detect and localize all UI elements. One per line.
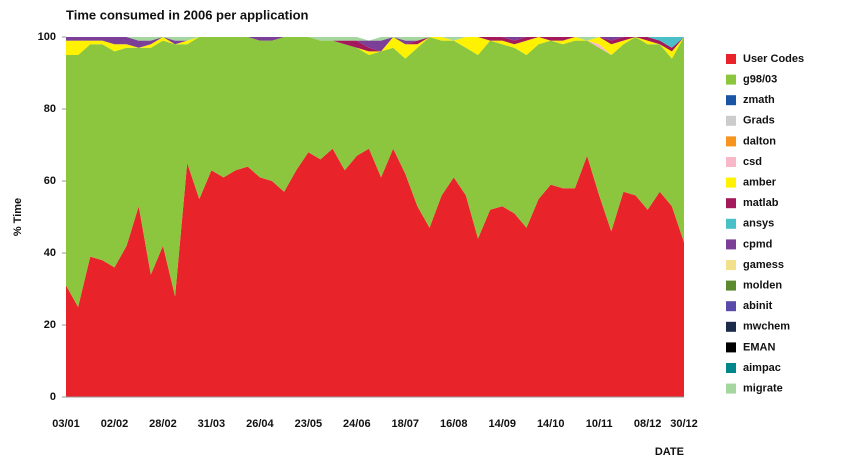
legend-swatch bbox=[726, 363, 736, 373]
legend-label: g98/03 bbox=[743, 74, 777, 86]
area bbox=[66, 37, 684, 41]
x-tick-label: 02/02 bbox=[101, 418, 129, 430]
x-tick-label: 03/01 bbox=[52, 418, 80, 430]
legend-swatch bbox=[726, 301, 736, 312]
legend-label: Grads bbox=[743, 115, 775, 127]
legend-label: abinit bbox=[743, 300, 773, 312]
y-tick-label: 40 bbox=[44, 247, 56, 259]
x-tick-label: 16/08 bbox=[440, 418, 468, 430]
legend-label: cpmd bbox=[743, 238, 772, 250]
legend-label: csd bbox=[743, 156, 762, 168]
x-tick-label: 23/05 bbox=[295, 418, 323, 430]
x-axis-label: DATE bbox=[655, 446, 684, 458]
legend-label: EMAN bbox=[743, 341, 775, 353]
legend-swatch bbox=[726, 342, 736, 353]
chart-title: Time consumed in 2006 per application bbox=[66, 7, 309, 22]
area bbox=[66, 37, 684, 59]
x-tick-label: 18/07 bbox=[392, 418, 420, 430]
x-tick-label: 24/06 bbox=[343, 418, 371, 430]
legend-label: gamess bbox=[743, 259, 784, 271]
legend-swatch bbox=[726, 239, 736, 250]
legend-swatch bbox=[726, 260, 736, 270]
y-tick-label: 100 bbox=[38, 31, 56, 43]
legend-label: matlab bbox=[743, 197, 779, 209]
area bbox=[66, 148, 684, 397]
legend-label: User Codes bbox=[743, 53, 804, 65]
x-tick-label: 28/02 bbox=[149, 418, 177, 430]
x-tick-label: 31/03 bbox=[198, 418, 226, 430]
x-tick-label: 14/09 bbox=[488, 418, 516, 430]
legend-label: amber bbox=[743, 177, 777, 189]
area bbox=[66, 37, 684, 52]
legend-swatch bbox=[726, 280, 736, 291]
legend-swatch bbox=[726, 95, 736, 106]
y-tick-label: 20 bbox=[44, 319, 56, 331]
legend-label: ansys bbox=[743, 218, 774, 230]
legend-swatch bbox=[726, 74, 736, 85]
y-axis-label: % Time bbox=[12, 198, 24, 236]
legend-label: molden bbox=[743, 280, 782, 292]
area bbox=[66, 37, 684, 52]
x-tick-label: 08/12 bbox=[634, 418, 662, 430]
legend-label: mwchem bbox=[743, 321, 790, 333]
legend-swatch bbox=[726, 136, 736, 147]
legend-swatch bbox=[726, 383, 736, 394]
legend-label: migrate bbox=[743, 383, 783, 395]
legend-swatch bbox=[726, 177, 736, 188]
legend-swatch bbox=[726, 321, 736, 332]
legend-label: zmath bbox=[743, 94, 775, 106]
x-tick-label: 26/04 bbox=[246, 418, 274, 430]
y-tick-label: 80 bbox=[44, 103, 56, 115]
x-tick-label: 30/12 bbox=[670, 418, 698, 430]
legend-swatch bbox=[726, 157, 736, 167]
y-tick-label: 0 bbox=[50, 391, 56, 403]
legend-swatch bbox=[726, 198, 736, 209]
legend-swatch bbox=[726, 54, 736, 64]
legend-label: aimpac bbox=[743, 362, 781, 374]
area bbox=[66, 37, 684, 307]
legend-label: dalton bbox=[743, 135, 776, 147]
x-tick-label: 14/10 bbox=[537, 418, 565, 430]
x-tick-label: 10/11 bbox=[586, 418, 613, 430]
legend-swatch bbox=[726, 218, 736, 229]
y-tick-label: 60 bbox=[44, 175, 56, 187]
legend-swatch bbox=[726, 115, 736, 126]
